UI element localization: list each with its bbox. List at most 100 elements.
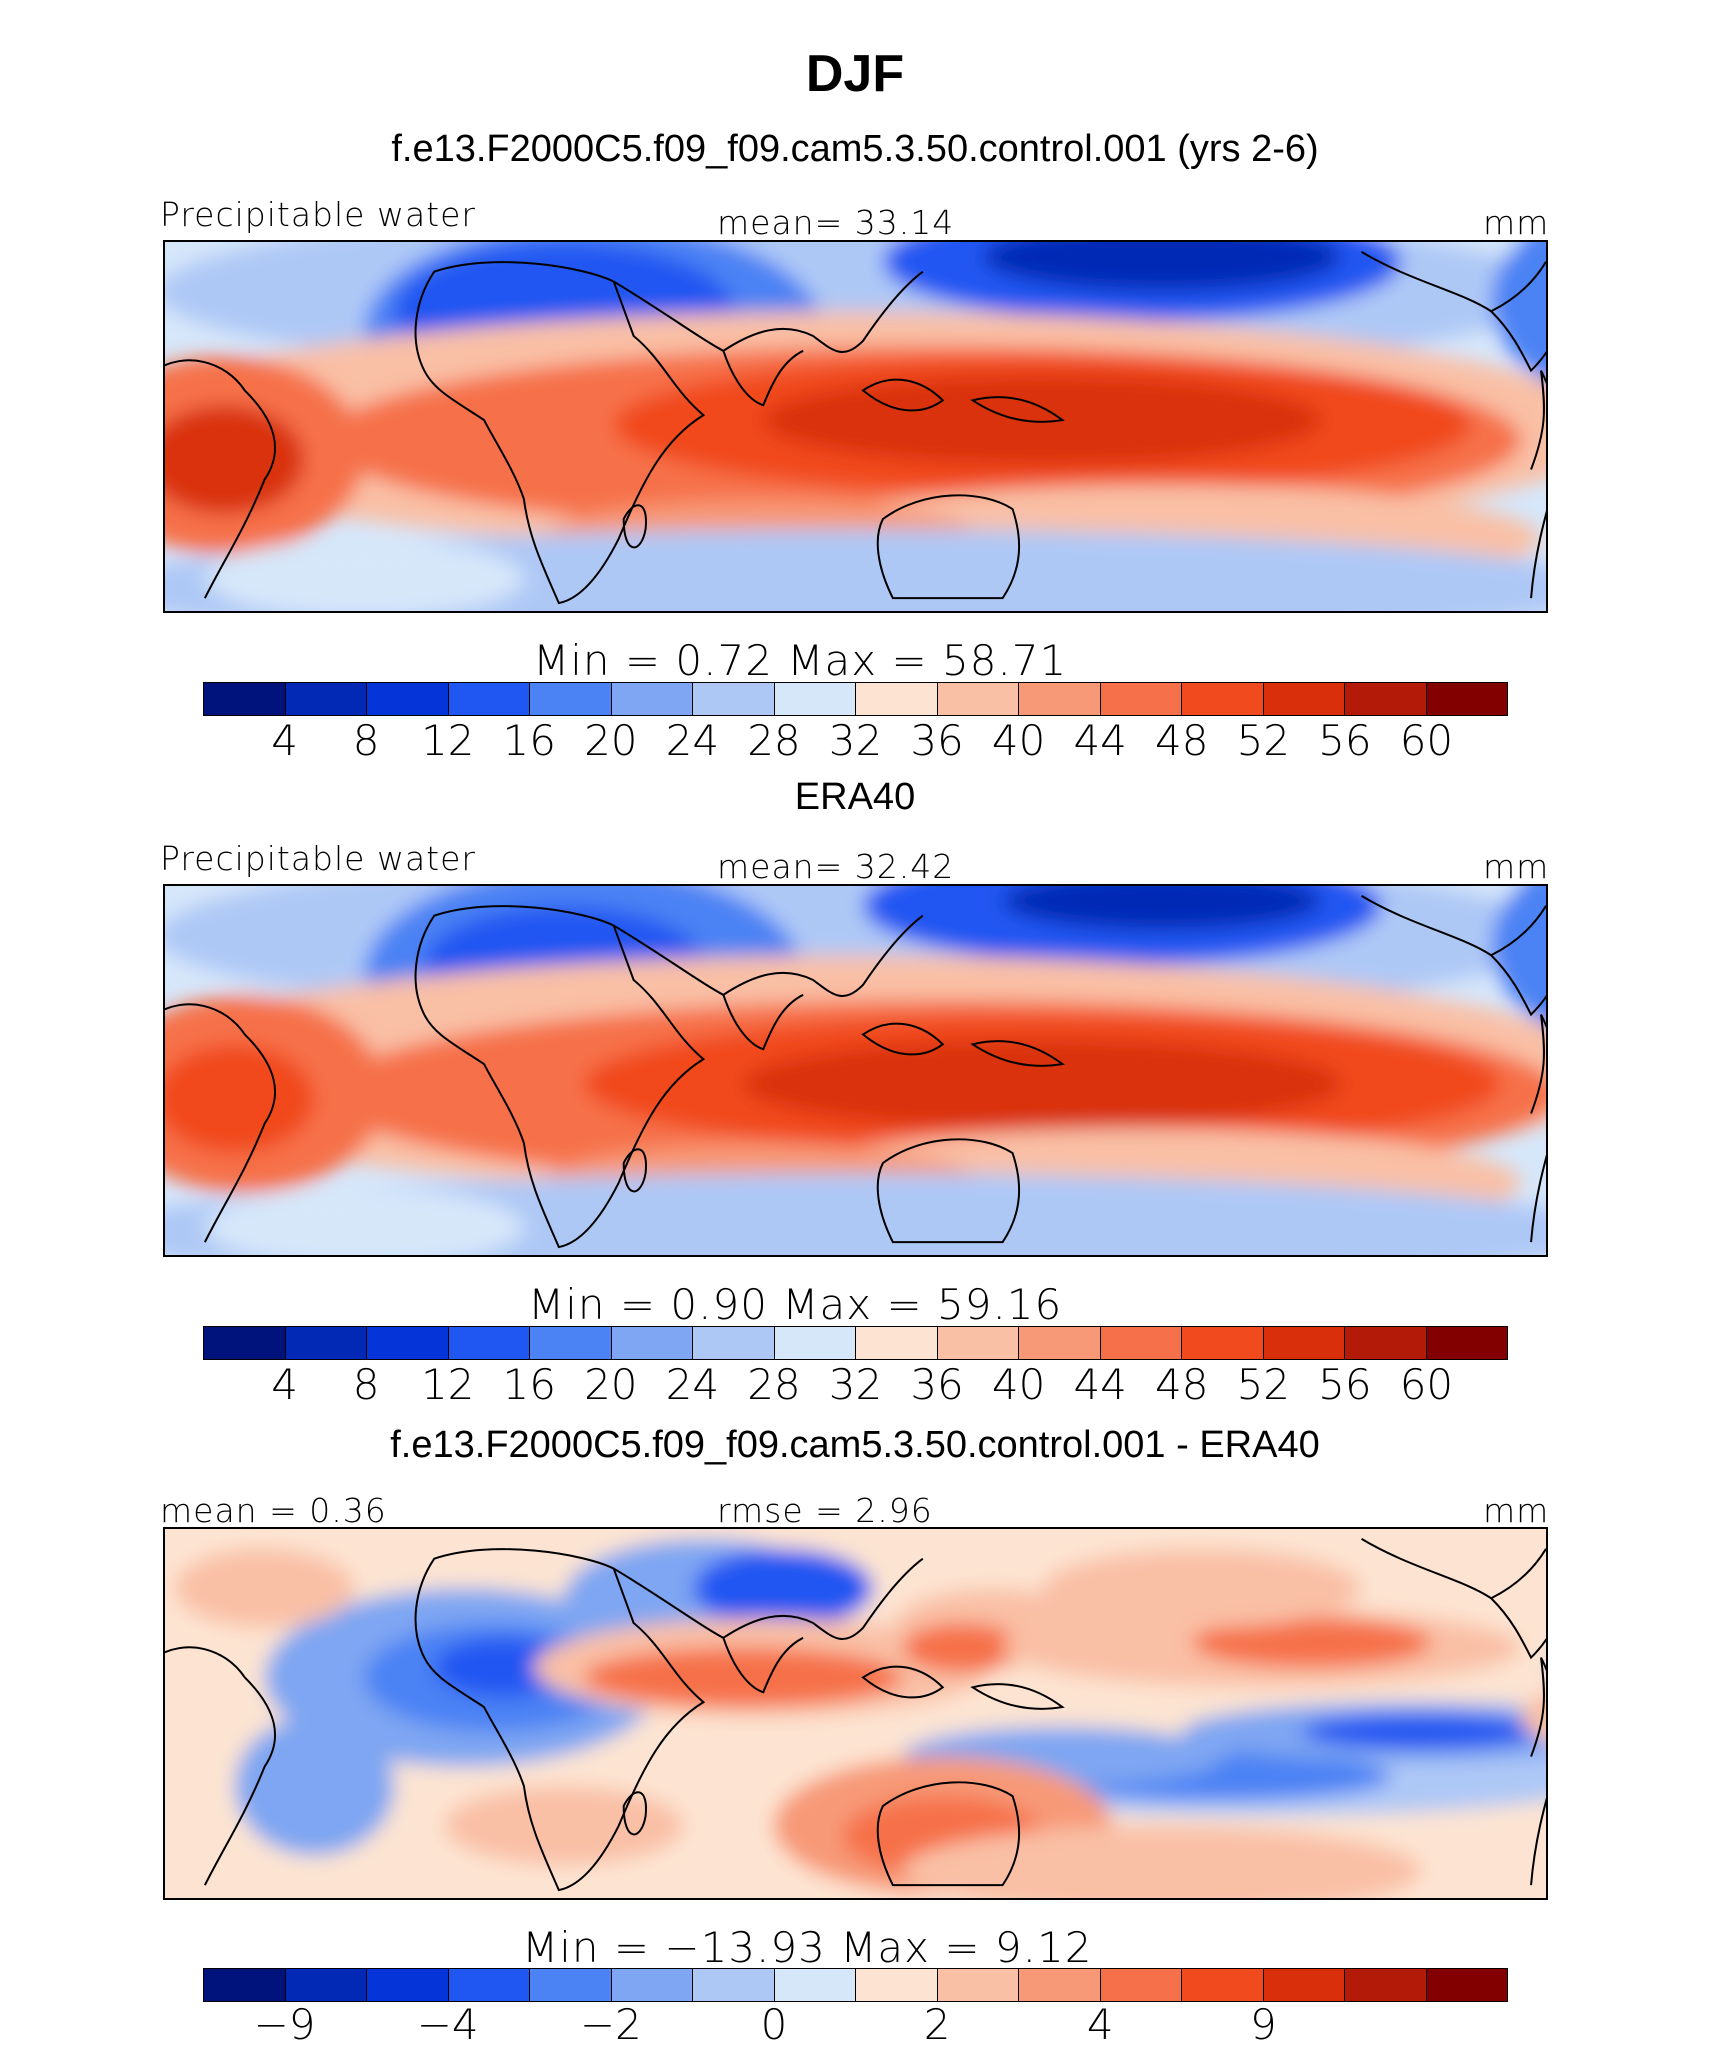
colorbar-tick-label: 12 bbox=[420, 1360, 475, 1409]
coastline bbox=[1530, 1657, 1546, 1886]
colorbar-box bbox=[1182, 1327, 1264, 1359]
colorbar-box bbox=[1426, 1327, 1507, 1359]
field-contour-region bbox=[1301, 1713, 1542, 1750]
colorbar-tick-label: 40 bbox=[991, 716, 1046, 765]
colorbar-box bbox=[693, 683, 775, 715]
colorbar-tick-label: 4 bbox=[271, 716, 298, 765]
colorbar-box bbox=[1426, 683, 1507, 715]
colorbar-tick-label: 56 bbox=[1318, 716, 1372, 765]
coastline bbox=[613, 1557, 924, 1640]
coastline bbox=[876, 1138, 1021, 1244]
colorbar-tick-label: −9 bbox=[253, 2000, 316, 2049]
colorbar-box bbox=[204, 683, 286, 715]
panel-1-center-label: mean= 33.14 bbox=[717, 203, 955, 242]
panel-1-subtitle: f.e13.F2000C5.f09_f09.cam5.3.50.control.… bbox=[391, 128, 1319, 170]
colorbar-tick-label: 12 bbox=[420, 716, 475, 765]
panel-3-colorbar bbox=[203, 1968, 1508, 2002]
colorbar-tick-label: 44 bbox=[1073, 716, 1127, 765]
colorbar-box bbox=[285, 683, 367, 715]
colorbar-box bbox=[1426, 1969, 1507, 2001]
coastline bbox=[622, 504, 647, 549]
colorbar-tick-label: 4 bbox=[271, 1360, 298, 1409]
colorbar-box bbox=[611, 1969, 693, 2001]
colorbar-box bbox=[204, 1327, 286, 1359]
field-contour-region bbox=[165, 405, 305, 515]
panel-3-map bbox=[163, 1527, 1548, 1900]
panel-3-colorbar-ticks: −9 −4 −2 0 2 4 9 bbox=[203, 2000, 1508, 2050]
coastline bbox=[414, 905, 706, 1249]
colorbar-tick-label: 16 bbox=[502, 716, 556, 765]
contour-field bbox=[165, 886, 1546, 1255]
colorbar-tick-label: 32 bbox=[828, 716, 883, 765]
field-contour-region bbox=[1491, 242, 1546, 382]
coastline bbox=[861, 378, 945, 412]
colorbar-box bbox=[1100, 1969, 1182, 2001]
coastline bbox=[722, 993, 804, 1051]
colorbar-box bbox=[448, 683, 530, 715]
colorbar-tick-label: 16 bbox=[502, 1360, 556, 1409]
colorbar-box bbox=[693, 1969, 775, 2001]
coastline bbox=[876, 1781, 1021, 1887]
field-contour-region bbox=[234, 1716, 395, 1856]
colorbar-box bbox=[367, 683, 449, 715]
coastline bbox=[1490, 905, 1546, 957]
colorbar-box bbox=[448, 1327, 530, 1359]
colorbar-box bbox=[285, 1969, 367, 2001]
colorbar-tick-label: 48 bbox=[1155, 1360, 1209, 1409]
colorbar-tick-label: 40 bbox=[991, 1360, 1046, 1409]
colorbar-box bbox=[1019, 1969, 1101, 2001]
panel-2-center-label: mean= 32.42 bbox=[717, 847, 955, 886]
colorbar-box bbox=[611, 683, 693, 715]
coastline bbox=[1361, 895, 1546, 1017]
colorbar-tick-label: 60 bbox=[1399, 716, 1454, 765]
colorbar-box bbox=[856, 1969, 938, 2001]
coastline bbox=[165, 1646, 277, 1886]
colorbar-box bbox=[1345, 683, 1427, 715]
colorbar-box bbox=[774, 683, 856, 715]
colorbar-box bbox=[367, 1327, 449, 1359]
coastline bbox=[165, 359, 277, 599]
colorbar-tick-label: −4 bbox=[416, 2000, 479, 2049]
panel-1-map bbox=[163, 240, 1548, 613]
panel-1-stats: Min = 0.72 Max = 58.71 bbox=[533, 636, 1068, 685]
coastline bbox=[1361, 251, 1546, 373]
colorbar-tick-label: 52 bbox=[1236, 1360, 1291, 1409]
coastline bbox=[876, 494, 1021, 600]
colorbar-tick-label: 20 bbox=[584, 716, 638, 765]
colorbar-box bbox=[937, 683, 1019, 715]
colorbar-tick-label: 36 bbox=[910, 1360, 964, 1409]
coastline bbox=[861, 1665, 945, 1699]
colorbar-box bbox=[937, 1969, 1019, 2001]
panel-2-colorbar bbox=[203, 1326, 1508, 1360]
coastline bbox=[1490, 1548, 1546, 1600]
colorbar-tick-label: 56 bbox=[1318, 1360, 1372, 1409]
colorbar-box bbox=[774, 1327, 856, 1359]
colorbar-tick-label: 8 bbox=[352, 716, 380, 765]
colorbar-box bbox=[693, 1327, 775, 1359]
panel-1-colorbar-ticks: 4 8 12 16 20 24 28 32 36 40 44 48 52 56 60 bbox=[203, 716, 1508, 766]
colorbar-tick-label: 2 bbox=[923, 2000, 951, 2049]
colorbar-tick-label: −2 bbox=[579, 2000, 642, 2049]
colorbar-box bbox=[856, 683, 938, 715]
colorbar-tick-label: 48 bbox=[1155, 716, 1209, 765]
panel-2-subtitle: ERA40 bbox=[794, 776, 916, 818]
colorbar-box bbox=[1100, 683, 1182, 715]
field-contour-region bbox=[763, 375, 1322, 465]
coastline bbox=[970, 396, 1065, 423]
colorbar-tick-label: 32 bbox=[828, 1360, 883, 1409]
field-contour-region bbox=[174, 1548, 355, 1628]
colorbar-box bbox=[285, 1327, 367, 1359]
field-contour-region bbox=[204, 1187, 524, 1255]
field-contour-region bbox=[902, 1622, 1023, 1673]
colorbar-box bbox=[1345, 1327, 1427, 1359]
field-contour-region bbox=[743, 1039, 1342, 1129]
coastline bbox=[414, 261, 706, 605]
colorbar-tick-label: 4 bbox=[1086, 2000, 1114, 2049]
colorbar-box bbox=[367, 1969, 449, 2001]
colorbar-box bbox=[204, 1969, 286, 2001]
colorbar-tick-label: 36 bbox=[910, 716, 964, 765]
colorbar-box bbox=[1182, 1969, 1264, 2001]
colorbar-box bbox=[1263, 1969, 1345, 2001]
coastline bbox=[970, 1040, 1065, 1067]
coastline bbox=[613, 270, 924, 353]
